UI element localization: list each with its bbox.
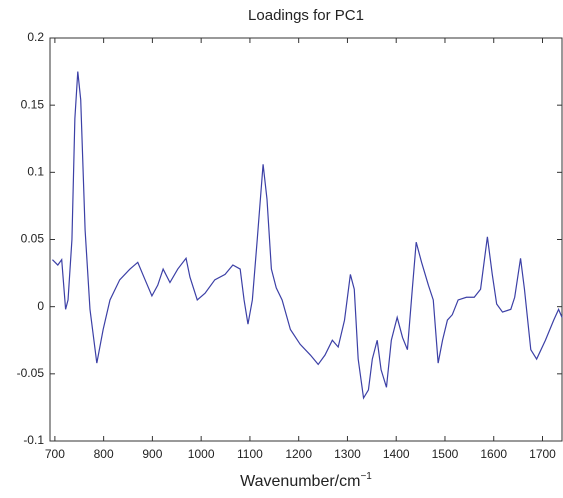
y-tick-label: 0.05 bbox=[21, 232, 45, 246]
x-tick-label: 1100 bbox=[237, 447, 263, 461]
x-tick-label: 1700 bbox=[529, 447, 556, 461]
y-tick-label: -0.1 bbox=[23, 433, 44, 447]
plot-frame bbox=[49, 37, 563, 442]
x-axis-label: Wavenumber/cm−1 bbox=[240, 471, 372, 491]
y-tick-label: 0.1 bbox=[27, 165, 44, 179]
x-tick-label: 1200 bbox=[285, 447, 312, 461]
y-tick-label: 0.15 bbox=[21, 97, 45, 111]
x-tick-label: 1500 bbox=[432, 447, 459, 461]
y-tick-label: 0.2 bbox=[27, 30, 44, 44]
y-tick-label: 0 bbox=[37, 299, 44, 313]
data-line bbox=[52, 71, 563, 400]
x-tick-label: 900 bbox=[142, 447, 162, 461]
x-tick-label: 800 bbox=[94, 447, 114, 461]
x-tick-label: 1300 bbox=[334, 447, 361, 461]
x-tick-label: 1400 bbox=[383, 447, 410, 461]
x-tick-label: 1600 bbox=[480, 447, 507, 461]
x-tick-label: 1000 bbox=[188, 447, 215, 461]
x-tick-label: 700 bbox=[45, 447, 65, 461]
x-axis-label-superscript: −1 bbox=[360, 471, 372, 482]
chart-title: Loadings for PC1 bbox=[248, 7, 364, 24]
x-axis-label-text: Wavenumber/cm bbox=[240, 473, 360, 490]
y-tick-label: -0.05 bbox=[17, 366, 45, 380]
